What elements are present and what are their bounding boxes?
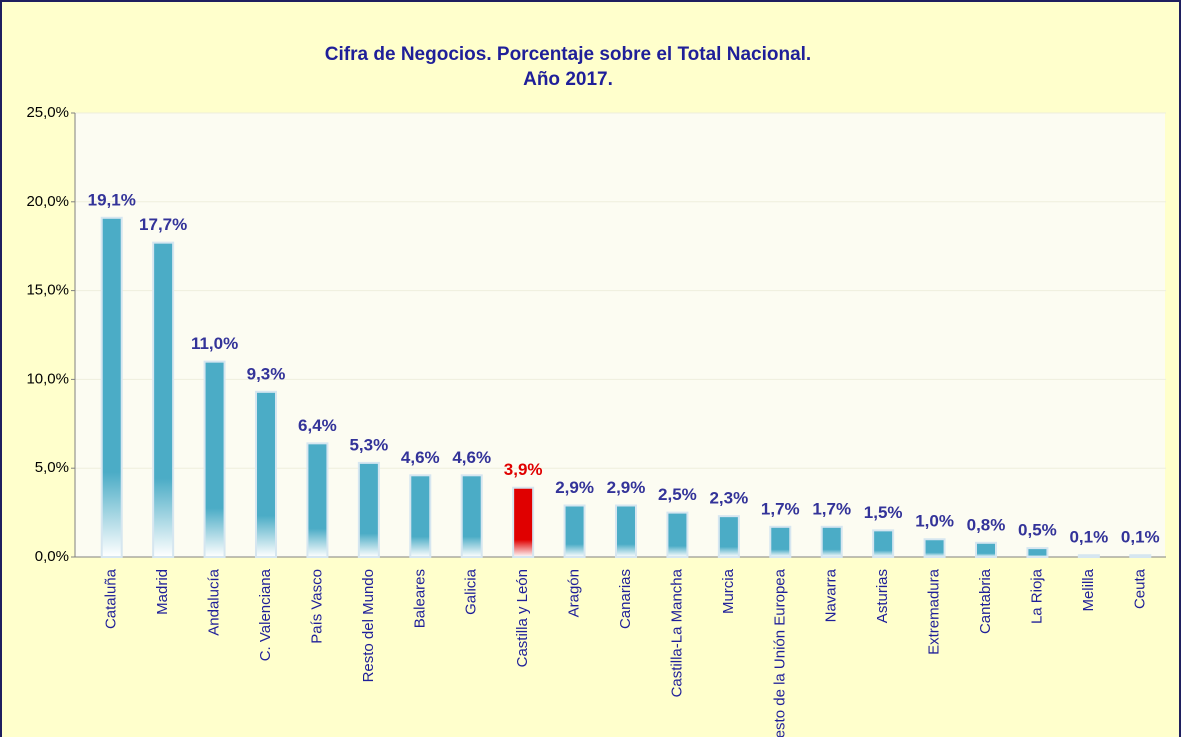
x-tick-label: Canarias: [617, 569, 634, 629]
data-label: 11,0%: [191, 334, 238, 353]
x-tick-label: La Rioja: [1028, 568, 1045, 624]
x-tick-label: Galicia: [463, 568, 480, 615]
data-label: 9,3%: [247, 364, 286, 383]
x-tick-label: Andalucía: [206, 568, 223, 635]
bar: [203, 360, 226, 559]
chart-title: Año 2017.: [523, 69, 613, 90]
bar: [872, 529, 895, 558]
x-tick-label: Baleares: [411, 569, 428, 628]
bar: [820, 525, 843, 558]
data-label: 0,1%: [1069, 528, 1108, 547]
x-tick-label: Ceuta: [1131, 568, 1148, 609]
data-label: 1,0%: [915, 512, 954, 531]
bar: [563, 504, 586, 559]
data-label: 4,6%: [401, 448, 440, 467]
bar: [512, 486, 535, 558]
bar: [460, 474, 483, 558]
y-tick-label: 15,0%: [26, 282, 69, 299]
bar: [100, 216, 123, 558]
bar: [255, 390, 277, 558]
bar: [409, 474, 432, 558]
data-label: 17,7%: [139, 215, 187, 234]
y-tick-label: 5,0%: [35, 459, 69, 476]
y-tick-label: 20,0%: [26, 193, 69, 210]
bar: [769, 525, 792, 558]
bar: [1077, 554, 1100, 558]
x-tick-label: Resto del Mundo: [360, 569, 377, 682]
bar: [615, 504, 637, 559]
data-label: 1,7%: [812, 499, 851, 518]
x-tick-label: Resto de la Unión Europea: [771, 568, 788, 737]
x-tick-label: Navarra: [823, 568, 840, 622]
data-label: 2,5%: [658, 485, 697, 504]
chart-title: Cifra de Negocios. Porcentaje sobre el T…: [325, 44, 811, 65]
data-label: 2,3%: [709, 489, 748, 508]
x-tick-label: C. Valenciana: [257, 568, 274, 661]
data-label: 4,6%: [452, 448, 491, 467]
bar: [923, 538, 946, 558]
bar: [975, 541, 997, 558]
x-tick-label: Aragón: [566, 569, 583, 617]
bar: [666, 511, 689, 558]
data-label: 1,7%: [761, 499, 800, 518]
x-tick-label: Extremadura: [926, 568, 943, 655]
x-tick-label: Cataluña: [103, 568, 120, 629]
x-tick-label: Castilla y León: [514, 569, 531, 667]
data-label: 5,3%: [349, 435, 388, 454]
y-tick-label: 25,0%: [26, 104, 69, 121]
x-tick-label: Cantabria: [977, 568, 994, 634]
x-tick-label: Murcia: [720, 568, 737, 614]
bar: [1026, 547, 1049, 558]
x-tick-label: Madrid: [154, 569, 171, 615]
data-label: 6,4%: [298, 416, 337, 435]
data-label: 0,1%: [1121, 528, 1160, 547]
data-label: 2,9%: [555, 478, 594, 497]
bar: [357, 461, 380, 559]
y-tick-label: 10,0%: [26, 370, 69, 387]
bar: [1129, 554, 1152, 558]
x-tick-label: Castilla-La Mancha: [668, 568, 685, 697]
x-tick-label: Asturias: [874, 569, 891, 623]
data-label: 3,9%: [504, 460, 543, 479]
data-label: 2,9%: [607, 478, 646, 497]
y-tick-label: 0,0%: [35, 548, 69, 565]
x-tick-label: País Vasco: [308, 569, 325, 644]
data-label: 0,5%: [1018, 521, 1057, 540]
data-label: 1,5%: [864, 503, 903, 522]
bar: [152, 241, 175, 558]
bar: [306, 442, 329, 558]
data-label: 0,8%: [967, 515, 1006, 534]
data-label: 19,1%: [88, 190, 136, 209]
bar: [717, 515, 740, 558]
x-tick-label: Melilla: [1080, 568, 1097, 611]
